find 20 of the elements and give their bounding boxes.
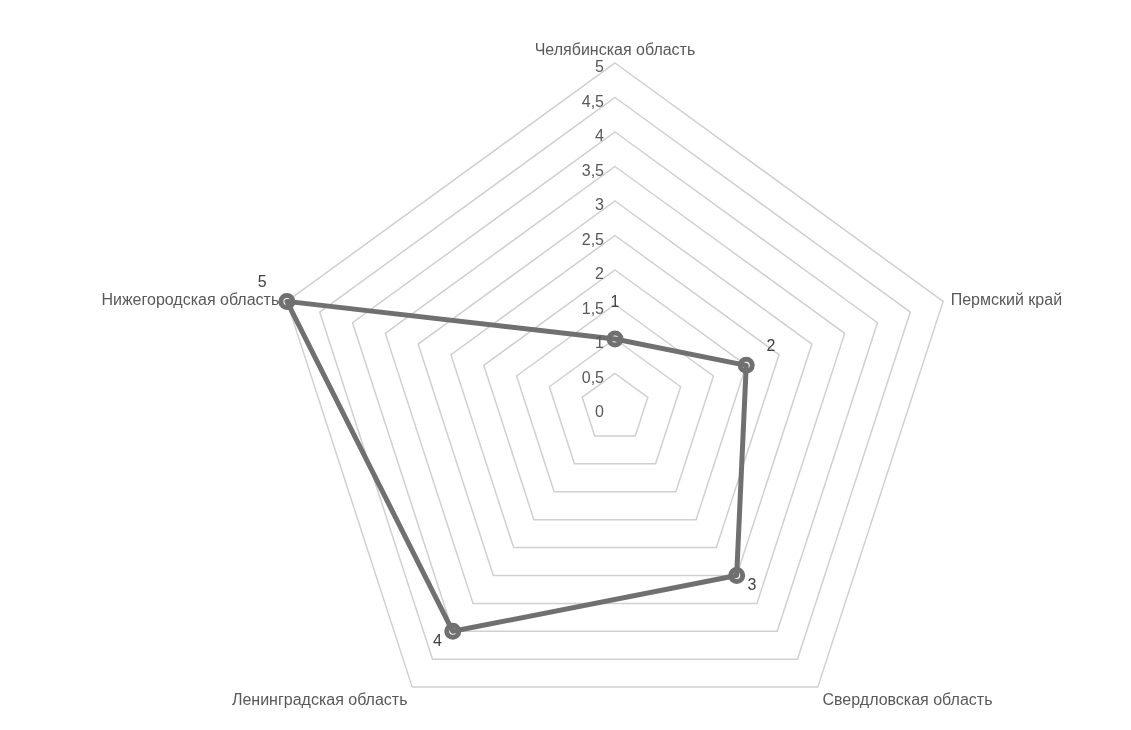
data-label: 2 [766, 336, 776, 354]
spoke-label: Ленинградская область [231, 690, 408, 708]
data-label: 4 [433, 631, 443, 649]
data-label: 1 [610, 292, 620, 310]
y-tick-label: 1,5 [581, 299, 605, 317]
y-tick-label: 2 [595, 265, 605, 282]
spoke-label: Челябинская область [534, 41, 696, 58]
y-tick-label: 3,5 [581, 161, 605, 179]
y-tick-label: 0,5 [581, 368, 605, 386]
y-tick-label: 4,5 [581, 92, 605, 110]
data-label: 5 [257, 272, 267, 290]
spoke-label: Свердловская область [822, 690, 993, 708]
y-tick-label: 2,5 [581, 230, 605, 248]
spoke-label: Пермский край [950, 290, 1063, 308]
y-tick-label: 3 [595, 196, 605, 213]
y-tick-label: 5 [595, 58, 605, 75]
spoke-label: Нижегородская область [101, 290, 280, 308]
y-tick-label: 0 [595, 403, 605, 420]
data-label: 3 [747, 576, 757, 593]
y-tick-label: 4 [595, 127, 605, 144]
